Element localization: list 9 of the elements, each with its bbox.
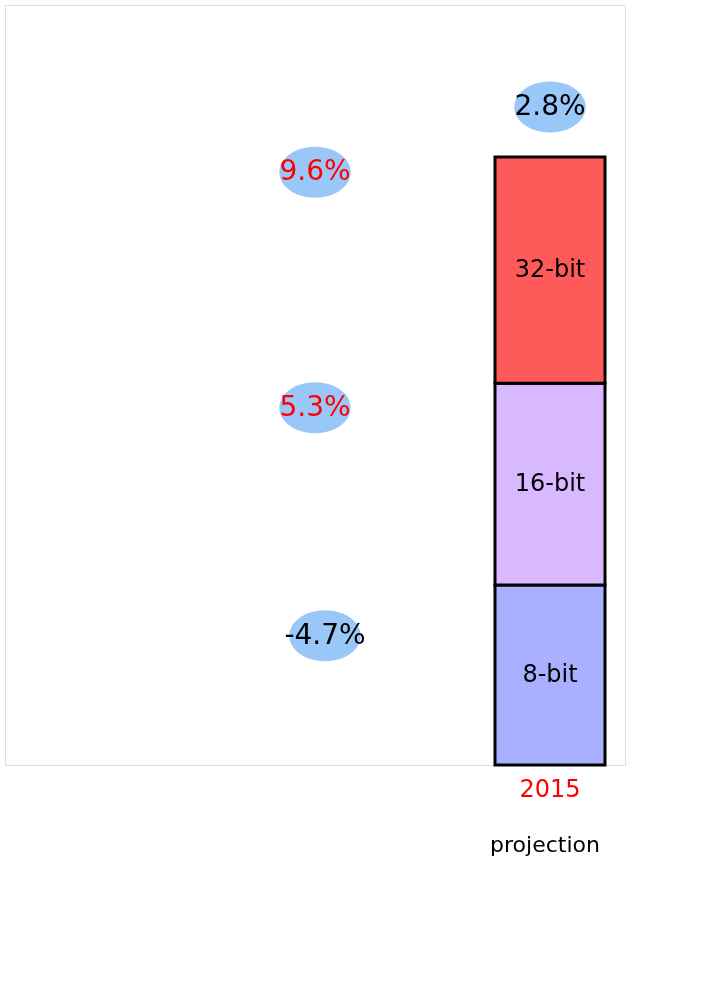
text: 2.8% (514, 89, 586, 122)
series-label: 16-bit (514, 469, 586, 498)
text: 5.3% (279, 389, 351, 423)
text: 9.6% (279, 154, 351, 188)
series-label: 8-bit (522, 660, 578, 689)
text: -4.7% (284, 617, 366, 651)
x-tick-label: 2015 (519, 774, 581, 803)
series-label: 32-bit (514, 255, 586, 284)
text: projection (490, 832, 600, 857)
